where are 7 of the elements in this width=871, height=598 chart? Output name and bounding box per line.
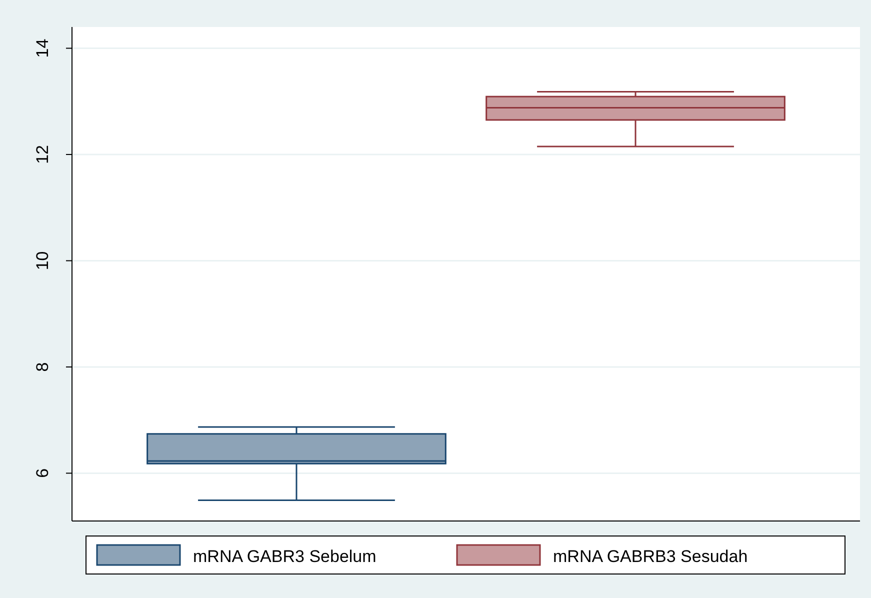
y-tick-label: 6 xyxy=(33,468,52,478)
y-tick-label: 12 xyxy=(33,145,52,164)
legend-label: mRNA GABR3 Sebelum xyxy=(193,547,376,566)
y-tick-label: 10 xyxy=(33,251,52,270)
legend-label: mRNA GABRB3 Sesudah xyxy=(553,547,748,566)
y-tick-label: 14 xyxy=(33,38,52,58)
y-tick-label: 8 xyxy=(33,362,52,372)
